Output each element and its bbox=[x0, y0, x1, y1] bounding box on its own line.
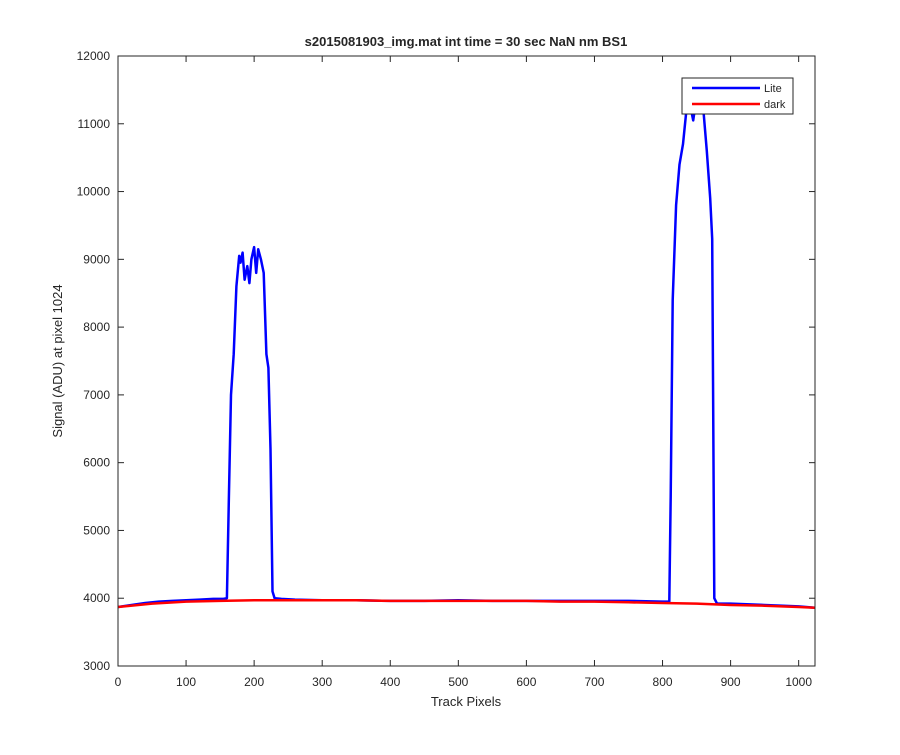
y-tick-label: 4000 bbox=[83, 591, 110, 605]
legend-label-dark: dark bbox=[764, 99, 786, 111]
y-tick-label: 8000 bbox=[83, 320, 110, 334]
x-tick-label: 100 bbox=[176, 675, 196, 689]
plot-frame bbox=[117, 55, 816, 667]
y-tick-label: 7000 bbox=[83, 388, 110, 402]
y-tick-label: 3000 bbox=[83, 659, 110, 673]
x-tick-label: 400 bbox=[380, 675, 400, 689]
plot-area bbox=[118, 56, 815, 666]
y-tick-label: 5000 bbox=[83, 523, 110, 537]
x-tick-label: 1000 bbox=[785, 675, 812, 689]
y-axis-label: Signal (ADU) at pixel 1024 bbox=[50, 284, 65, 437]
x-tick-label: 500 bbox=[448, 675, 468, 689]
x-tick-label: 200 bbox=[244, 675, 264, 689]
y-tick-label: 10000 bbox=[77, 185, 111, 199]
y-axis: 3000 4000 5000 6000 7000 8000 9000 10000 11000 12… bbox=[77, 49, 815, 673]
x-tick-label: 600 bbox=[516, 675, 536, 689]
y-tick-label: 9000 bbox=[83, 252, 110, 266]
x-axis-label: Track Pixels bbox=[431, 694, 502, 709]
y-tick-label: 11000 bbox=[78, 117, 111, 131]
x-tick-label: 700 bbox=[584, 675, 604, 689]
legend: Lite dark bbox=[681, 77, 794, 115]
chart-title: s2015081903_img.mat int time = 30 sec Na… bbox=[305, 34, 628, 49]
legend-box bbox=[681, 77, 794, 115]
legend-label-lite: Lite bbox=[764, 83, 782, 95]
y-tick-label: 6000 bbox=[83, 456, 110, 470]
x-tick-label: 0 bbox=[115, 675, 122, 689]
x-tick-label: 800 bbox=[653, 675, 673, 689]
x-tick-label: 300 bbox=[312, 675, 332, 689]
series-line-dark bbox=[117, 599, 816, 609]
x-axis: 0 100 200 300 400 500 600 700 800 900 1000 bbox=[115, 56, 812, 689]
y-tick-label: 12000 bbox=[77, 49, 111, 63]
x-tick-label: 900 bbox=[721, 675, 741, 689]
